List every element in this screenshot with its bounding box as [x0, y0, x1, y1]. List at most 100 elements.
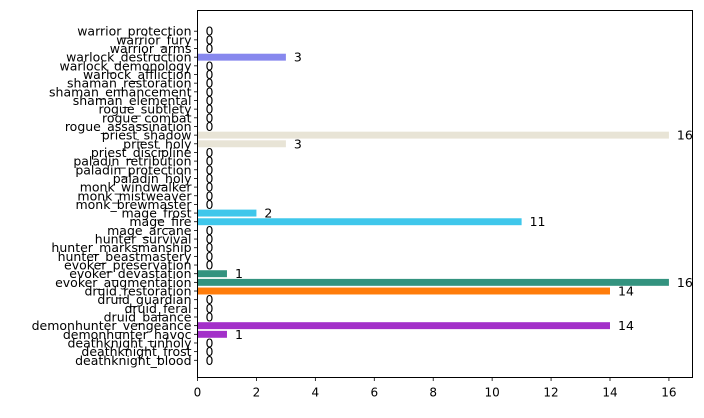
bar-evoker-devastation: [197, 270, 227, 278]
y-tick-label: mage_arcane: [107, 223, 192, 238]
y-tick-label: druid_feral: [124, 301, 191, 316]
y-tick-label: rogue_subtlety: [98, 102, 192, 117]
bar-mage-frost: [197, 209, 257, 217]
y-tick-label: deathknight_blood: [75, 353, 191, 368]
bar-value-label: 2: [264, 206, 272, 221]
y-tick-label: monk_mistweaver: [77, 188, 192, 203]
y-tick-label: hunter_marksmanship: [51, 240, 191, 255]
y-tick-label: druid_guardian: [97, 292, 191, 307]
bar-value-label: 0: [206, 93, 214, 108]
bar-value-label: 0: [206, 197, 214, 212]
y-tick-label: deathknight_unholy: [67, 335, 192, 350]
bar-value-label: 3: [294, 136, 302, 151]
y-tick-label: priest_holy: [123, 136, 192, 151]
bar-value-label: 0: [206, 353, 214, 368]
bar-value-label: 0: [206, 292, 214, 307]
bar-value-label: 0: [206, 223, 214, 238]
bar-value-label: 0: [206, 76, 214, 91]
bar-value-label: 0: [206, 110, 214, 125]
x-axis: 0 2 4 6 8 10 12 14 16: [194, 377, 677, 400]
bar-value-label: 14: [618, 284, 634, 299]
y-tick-label: hunter_beastmastery: [58, 249, 193, 264]
bar-value-label: 0: [206, 162, 214, 177]
bar-druid-restoration: [197, 287, 610, 295]
y-tick-label: shaman_enhancement: [49, 84, 192, 99]
y-tick-label: rogue_assassination: [65, 119, 192, 134]
y-tick-label: hunter_survival: [95, 232, 192, 247]
y-tick-label: evoker_augmentation: [55, 275, 191, 290]
bar-demonhunter-vengeance: [197, 322, 610, 330]
y-tick-label: shaman_elemental: [73, 93, 192, 108]
y-tick-label: mage_frost: [121, 206, 191, 221]
bar-value-label: 0: [206, 180, 214, 195]
bar-value-label: 3: [294, 50, 302, 65]
y-tick-label: priest_shadow: [102, 128, 192, 143]
y-tick-label: monk_brewmaster: [75, 197, 192, 212]
bar-value-label: 0: [206, 67, 214, 82]
bar-value-label: 0: [206, 344, 214, 359]
bar-value-label: 0: [206, 58, 214, 73]
bar-labels-layer: 0001140001416100000112000000031600000000…: [206, 24, 693, 368]
y-axis: deathknight_blooddeathknight_frostdeathk…: [32, 24, 198, 368]
x-tick-label: 4: [312, 386, 320, 400]
bar-priest-holy: [197, 140, 286, 148]
bar-value-label: 0: [206, 258, 214, 273]
y-tick-label: druid_balance: [104, 309, 192, 324]
y-tick-label: evoker_preservation: [64, 258, 191, 273]
y-tick-label: warrior_fury: [116, 32, 192, 47]
bar-value-label: 0: [206, 240, 214, 255]
bars-layer: [197, 53, 669, 338]
bar-value-label: 0: [206, 309, 214, 324]
x-tick-label: 10: [485, 386, 500, 400]
bar-value-label: 0: [206, 102, 214, 117]
bar-value-label: 0: [206, 301, 214, 316]
y-tick-label: warrior_arms: [110, 41, 192, 56]
y-tick-label: monk_windwalker: [80, 180, 193, 195]
bar-warlock-destruction: [197, 53, 286, 61]
bar-value-label: 0: [206, 232, 214, 247]
y-tick-label: demonhunter_vengeance: [32, 318, 192, 333]
y-tick-label: rogue_combat: [102, 110, 192, 125]
y-tick-label: shaman_restoration: [67, 76, 191, 91]
bar-value-label: 0: [206, 145, 214, 160]
bar-value-label: 0: [206, 154, 214, 169]
y-tick-label: evoker_devastation: [69, 266, 191, 281]
bar-mage-fire: [197, 218, 522, 226]
y-tick-label: priest_discipline: [91, 145, 192, 160]
x-tick-label: 2: [253, 386, 261, 400]
bar-value-label: 11: [530, 214, 546, 229]
bar-value-label: 0: [206, 188, 214, 203]
bar-value-label: 1: [235, 266, 243, 281]
bar-value-label: 0: [206, 335, 214, 350]
bar-value-label: 14: [618, 318, 634, 333]
y-tick-label: demonhunter_havoc: [63, 327, 192, 342]
bar-priest-shadow: [197, 131, 669, 139]
y-tick-label: warlock_demonology: [60, 58, 193, 73]
y-tick-label: paladin_holy: [113, 171, 192, 186]
y-tick-label: druid_restoration: [84, 284, 191, 299]
x-tick-label: 0: [194, 386, 202, 400]
bar-demonhunter-havoc: [197, 330, 227, 338]
bar-value-label: 0: [206, 119, 214, 134]
y-tick-label: deathknight_frost: [81, 344, 191, 359]
x-tick-label: 12: [543, 386, 558, 400]
x-tick-label: 6: [370, 386, 378, 400]
plot-frame: [197, 10, 693, 378]
bar-value-label: 0: [206, 24, 214, 39]
bar-value-label: 1: [235, 327, 243, 342]
x-tick-label: 8: [429, 386, 437, 400]
y-tick-label: warlock_affliction: [83, 67, 192, 82]
y-tick-label: warrior_protection: [77, 24, 191, 39]
bar-value-label: 0: [206, 84, 214, 99]
y-tick-label: mage_fire: [129, 214, 191, 229]
bar-value-label: 0: [206, 41, 214, 56]
bar-value-label: 0: [206, 249, 214, 264]
bar-value-label: 0: [206, 32, 214, 47]
y-tick-label: paladin_protection: [75, 162, 191, 177]
x-tick-label: 14: [602, 386, 617, 400]
bar-evoker-augmentation: [197, 278, 669, 286]
bar-value-label: 0: [206, 171, 214, 186]
x-tick-label: 16: [661, 386, 676, 400]
